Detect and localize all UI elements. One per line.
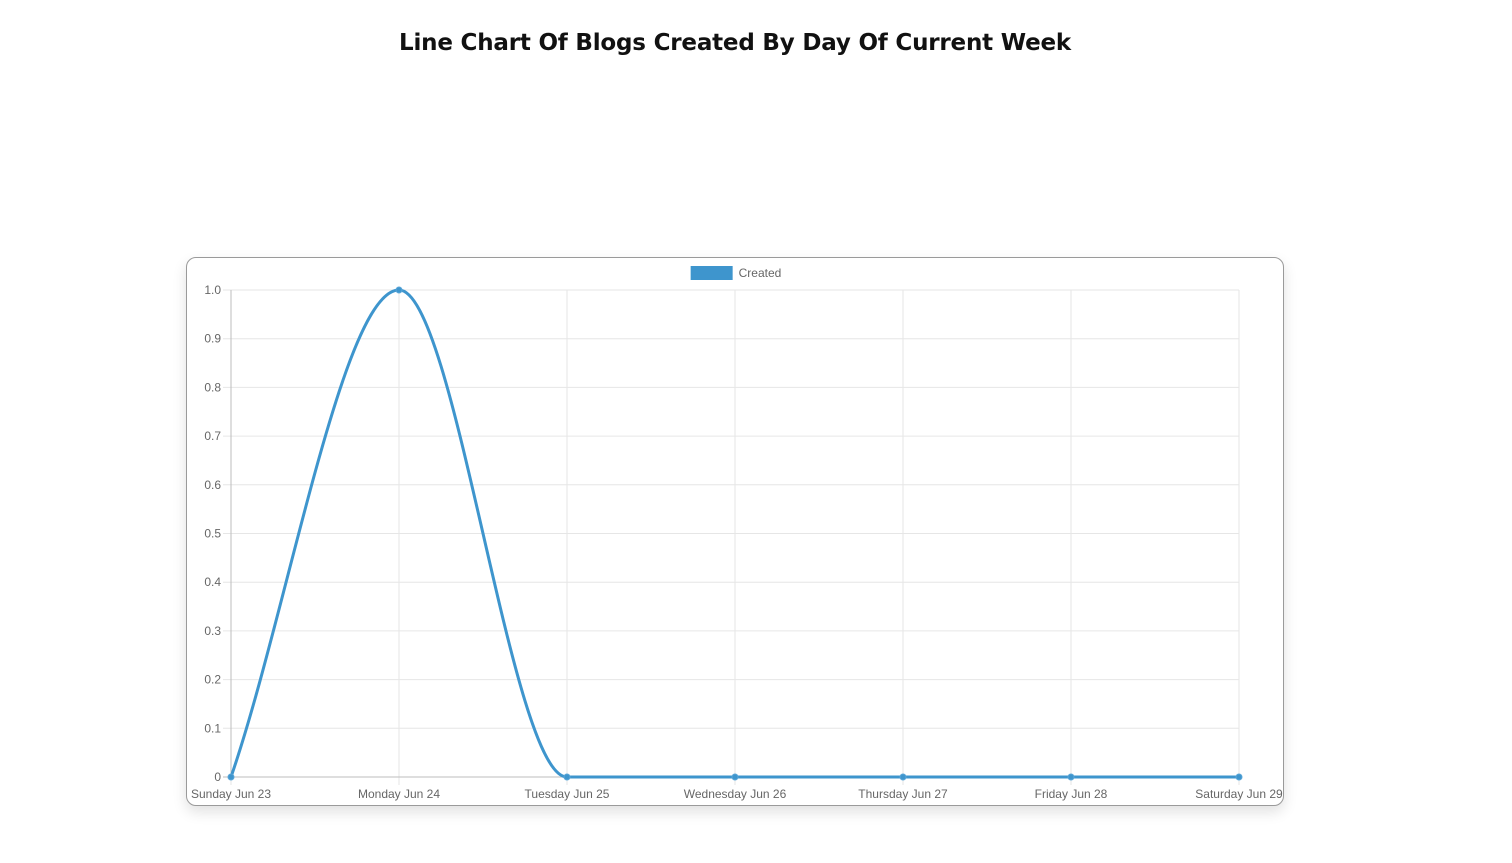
x-tick-label: Friday Jun 28	[1035, 787, 1108, 801]
series-line	[229, 288, 1239, 779]
x-tick-label: Wednesday Jun 26	[684, 787, 787, 801]
y-tick-label: 0	[214, 770, 221, 784]
y-tick-label: 0.9	[204, 332, 221, 346]
x-tick-label: Thursday Jun 27	[858, 787, 948, 801]
data-point[interactable]	[1235, 773, 1243, 781]
x-tick-label: Monday Jun 24	[358, 787, 440, 801]
x-axis-ticks: Sunday Jun 23 Monday Jun 24 Tuesday Jun 25…	[191, 787, 1283, 801]
y-tick-label: 0.4	[204, 575, 221, 589]
y-tick-label: 0.3	[204, 624, 221, 638]
y-tick-label: 0.1	[204, 721, 221, 735]
legend-label[interactable]: Created	[739, 266, 782, 280]
x-tick-label: Saturday Jun 29	[1195, 787, 1283, 801]
y-tick-label: 0.2	[204, 673, 221, 687]
grid	[223, 289, 1240, 785]
y-tick-label: 0.7	[204, 429, 221, 443]
y-tick-label: 1.0	[204, 283, 221, 297]
y-tick-label: 0.6	[204, 478, 221, 492]
y-axis-ticks: 0 0.1 0.2 0.3 0.4 0.5 0.6 0.7 0.8 0.9 1.0	[204, 283, 221, 784]
data-point[interactable]	[227, 773, 235, 781]
data-point[interactable]	[731, 773, 739, 781]
chart-card: 0 0.1 0.2 0.3 0.4 0.5 0.6 0.7 0.8 0.9 1.0 Sunday J…	[186, 257, 1284, 806]
x-tick-label: Sunday Jun 23	[191, 787, 271, 801]
y-tick-label: 0.5	[204, 527, 221, 541]
y-tick-label: 0.8	[204, 380, 221, 394]
series	[227, 286, 1243, 781]
data-point[interactable]	[395, 286, 403, 294]
data-point[interactable]	[563, 773, 571, 781]
x-tick-label: Tuesday Jun 25	[525, 787, 610, 801]
page-title: Line Chart Of Blogs Created By Day Of Cu…	[399, 30, 1071, 56]
data-point[interactable]	[899, 773, 907, 781]
line-chart: 0 0.1 0.2 0.3 0.4 0.5 0.6 0.7 0.8 0.9 1.0 Sunday J…	[191, 266, 1283, 801]
legend-swatch[interactable]	[690, 266, 733, 280]
data-point[interactable]	[1067, 773, 1075, 781]
legend[interactable]: Created	[690, 266, 782, 280]
